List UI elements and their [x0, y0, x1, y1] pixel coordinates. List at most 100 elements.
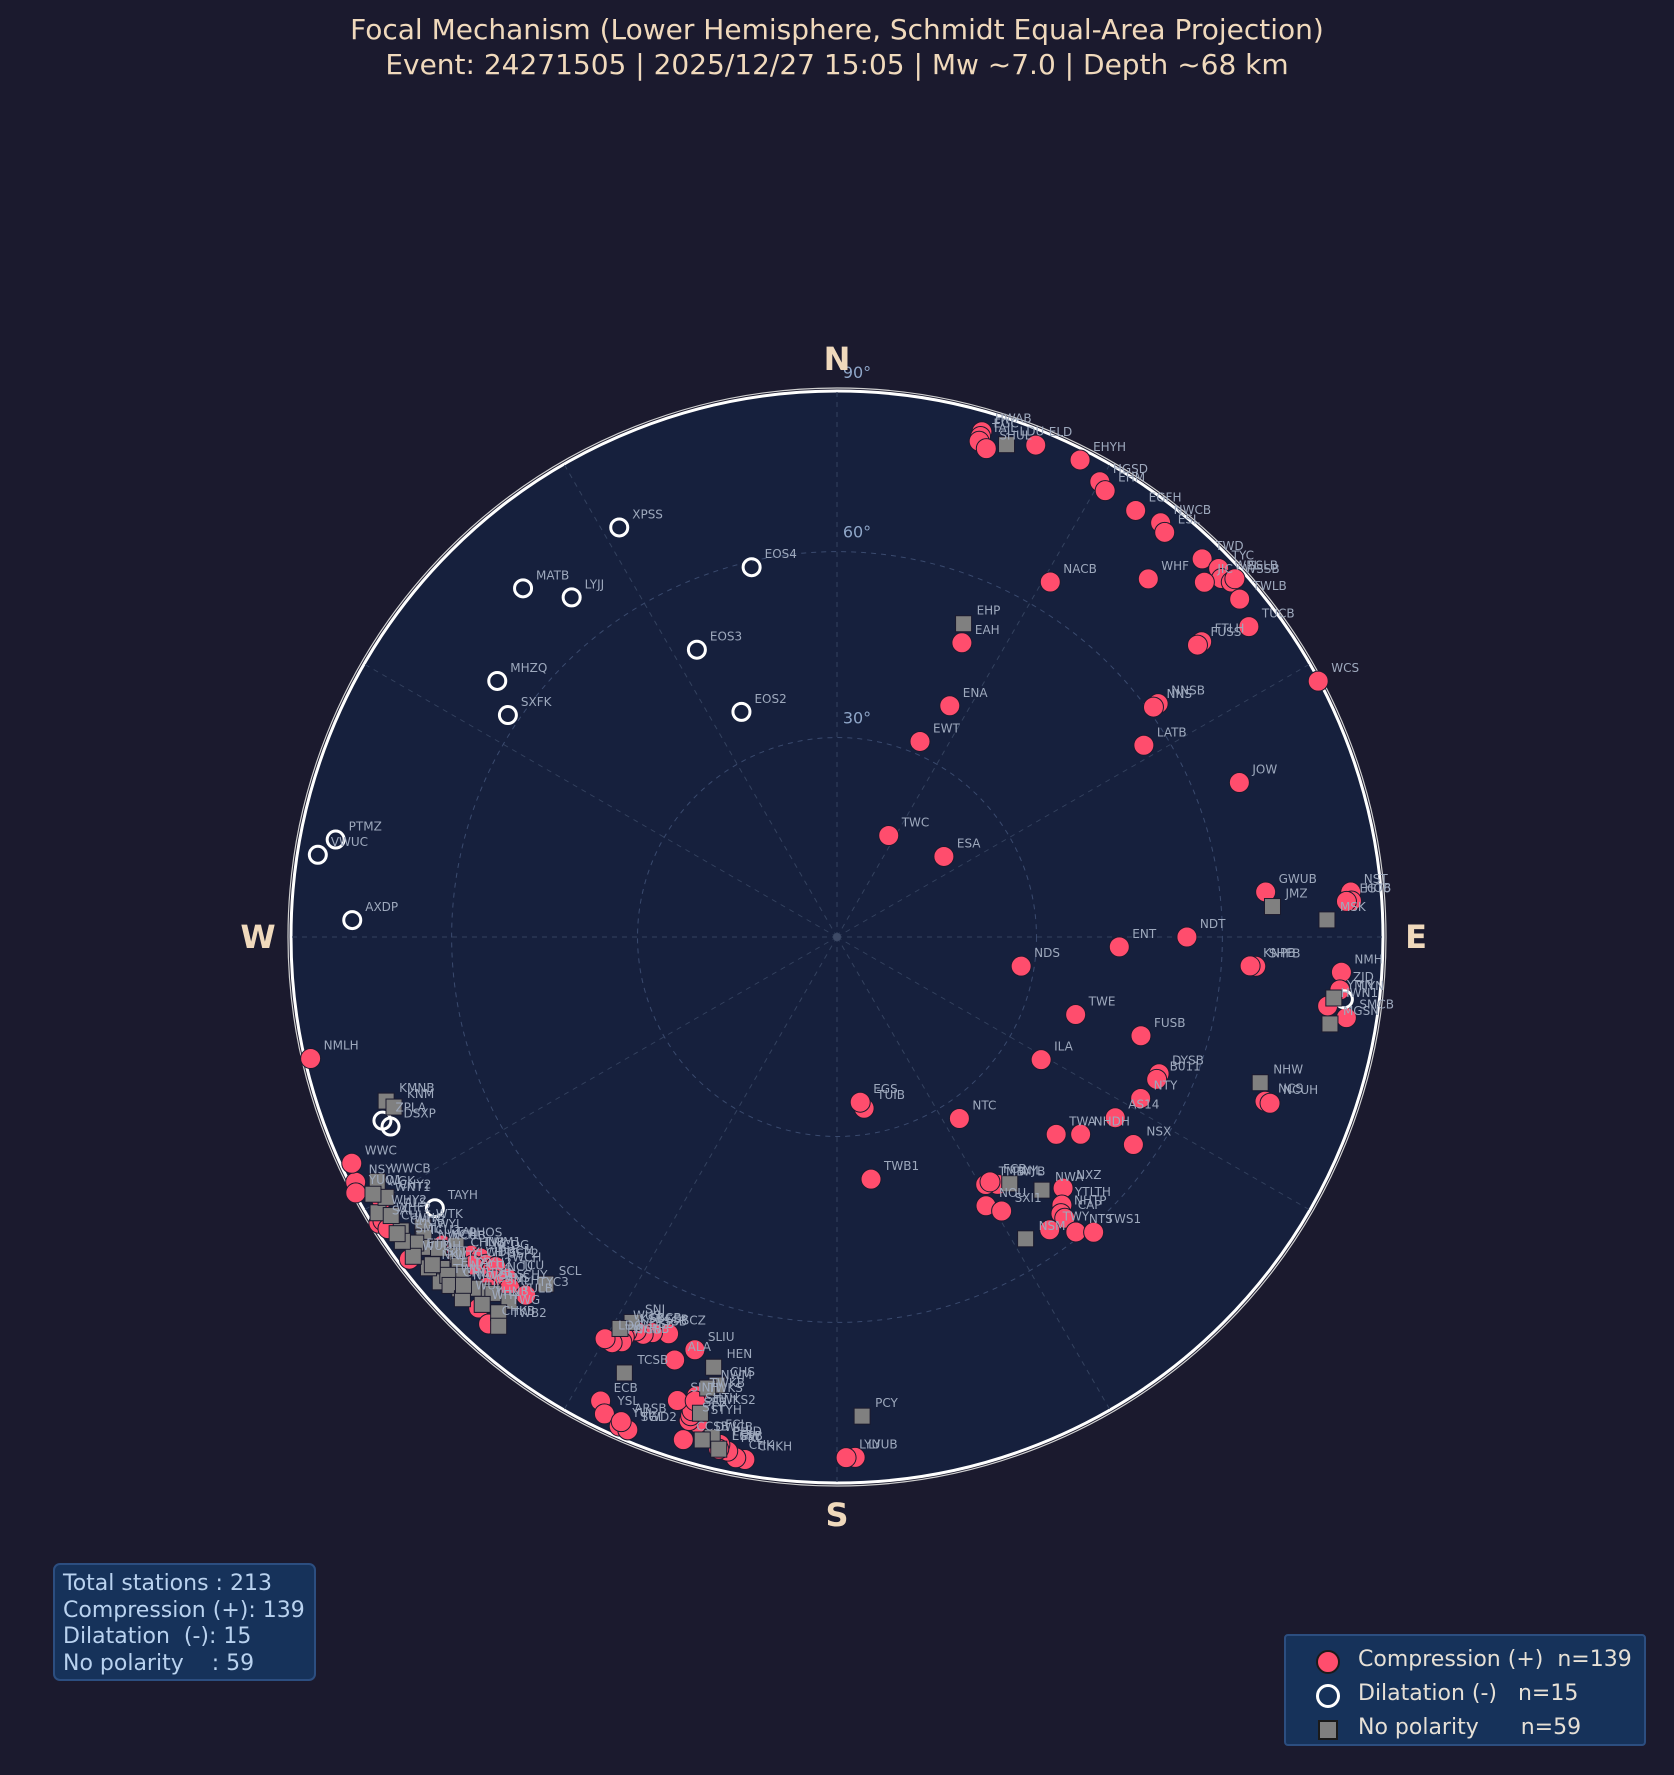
station-label: CHL	[463, 1265, 487, 1279]
no-polarity-point	[454, 1276, 472, 1294]
compression-point	[951, 632, 973, 654]
station-label: TWD	[1214, 539, 1243, 553]
station-label: EGC	[994, 416, 1019, 430]
station-label: WHY2	[391, 1193, 427, 1207]
compression-point	[1191, 548, 1213, 570]
station-label: YUQ1	[368, 1173, 402, 1187]
compression-point	[1083, 1221, 1105, 1243]
station-label: NSX	[1146, 1125, 1171, 1139]
no-polarity-point	[955, 615, 973, 633]
station-label: B011	[1170, 1059, 1201, 1073]
station-label: MATB	[536, 568, 569, 582]
station-label: SML	[415, 1221, 440, 1235]
station-label: TWC	[901, 815, 930, 829]
station-label: NCUB	[452, 1228, 486, 1242]
station-label: NSM	[1039, 1219, 1066, 1233]
compression-point	[1130, 1025, 1152, 1047]
compression-point	[672, 1429, 694, 1451]
station-label: TAJL	[991, 421, 1017, 435]
station-label: EGS	[873, 1082, 898, 1096]
station-label: EWT	[933, 721, 960, 735]
station-label: WDSB	[637, 1317, 674, 1331]
station-label: WCS	[1331, 661, 1359, 675]
no-polarity-marker-icon	[1318, 1720, 1338, 1740]
compression-point	[939, 695, 961, 717]
station-label: FCL	[725, 1417, 747, 1431]
compression-point	[979, 1171, 1001, 1193]
station-label: YULB	[521, 1281, 553, 1295]
station-label: HGSD	[1113, 462, 1148, 476]
compression-point	[991, 1200, 1013, 1222]
dilatation-point	[307, 844, 328, 865]
dilatation-point	[686, 639, 707, 660]
no-polarity-point	[699, 1379, 717, 1397]
grid-spoke-330	[564, 464, 838, 938]
ring-label-30: 30°	[843, 709, 871, 728]
station-label: SHFB	[1269, 946, 1301, 960]
station-label: YUL	[631, 1406, 655, 1420]
station-label: TWY	[1062, 1210, 1090, 1224]
station-label: SCZ	[682, 1314, 706, 1328]
station-label: WWC	[365, 1143, 397, 1157]
station-label: TWD2	[640, 1410, 677, 1424]
no-polarity-point	[382, 1207, 400, 1225]
station-label: AS14	[1128, 1098, 1159, 1112]
center-point	[833, 933, 841, 941]
no-polarity-point	[385, 1098, 403, 1116]
compression-point	[1238, 616, 1260, 638]
compression-point	[1104, 1107, 1126, 1129]
compression-point	[1025, 434, 1047, 456]
station-label: TSSB	[655, 1314, 687, 1328]
compression-point	[666, 1390, 688, 1412]
station-label: KSB	[640, 1312, 664, 1326]
station-label: TAYH	[447, 1188, 478, 1202]
chart-subtitle: Event: 24271505 | 2025/12/27 15:05 | Mw …	[385, 48, 1289, 81]
dilatation-point	[497, 705, 518, 726]
station-label: PHJD	[733, 1424, 762, 1438]
station-label: MSK	[1340, 900, 1367, 914]
station-label: NWCH	[438, 1227, 476, 1241]
grid-spoke-300	[364, 664, 838, 938]
station-label: WHY	[492, 1288, 521, 1302]
compression-point	[1122, 1134, 1144, 1156]
no-polarity-point	[404, 1247, 422, 1265]
station-label: YLCH	[471, 1245, 503, 1259]
station-label: EAH	[975, 623, 1000, 637]
chart-legend: Compression (+) n=139 Dilatation (-) n=1…	[1284, 1634, 1646, 1746]
station-label: HOB	[1364, 881, 1391, 895]
compression-point	[1010, 955, 1032, 977]
station-label: YHNB	[494, 1284, 529, 1298]
stat-total: Total stations : 213	[63, 1571, 272, 1596]
station-label: WHF	[1161, 559, 1189, 573]
station-label: NTY	[1154, 1078, 1178, 1092]
station-label: EGFH	[1149, 490, 1182, 504]
station-label: SCL	[559, 1264, 582, 1278]
station-label: NJO	[473, 1269, 495, 1283]
station-label: HWN1	[1341, 986, 1379, 1000]
chart-title: Focal Mechanism (Lower Hemisphere, Schmi…	[350, 13, 1324, 46]
compression-point	[1094, 480, 1116, 502]
station-label: XPSS	[632, 507, 663, 521]
station-label: YSL	[616, 1394, 639, 1408]
station-label: NNSB	[1171, 684, 1205, 698]
station-label: TWE	[1088, 995, 1116, 1009]
station-label: TWL	[452, 1262, 479, 1276]
station-label: NMH	[1354, 952, 1382, 966]
station-label: PTMZ	[349, 820, 382, 834]
no-polarity-point	[1017, 1230, 1035, 1248]
station-label: ALS	[404, 1196, 427, 1210]
compression-point	[878, 824, 900, 846]
dilatation-point	[609, 517, 630, 538]
no-polarity-point	[1321, 1015, 1339, 1033]
stat-compression: Compression (+): 139	[63, 1597, 305, 1623]
compass-label-N: N	[824, 340, 851, 378]
station-label: NHTP	[1074, 1194, 1107, 1208]
legend-label-compression: Compression (+) n=139	[1358, 1647, 1632, 1672]
station-label: EOS3	[710, 630, 742, 644]
station-label: TWKS	[707, 1381, 743, 1395]
no-polarity-point	[1263, 898, 1281, 916]
station-label: ELD	[1049, 425, 1073, 439]
station-label: FTLH	[1215, 622, 1245, 636]
compression-point	[1142, 696, 1164, 718]
station-label: NNS	[1166, 687, 1192, 701]
